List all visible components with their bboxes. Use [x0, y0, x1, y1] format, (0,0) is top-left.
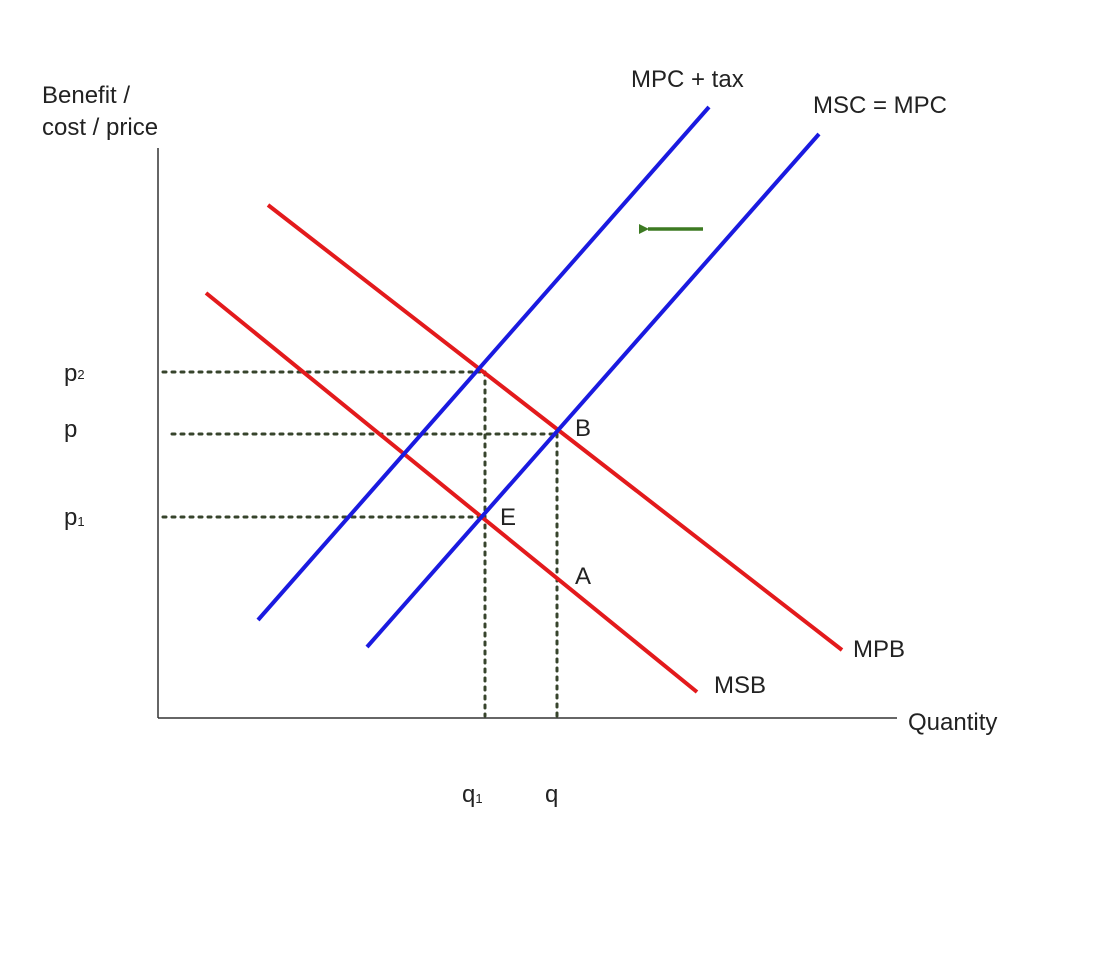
- msc-mpc-label: MSC = MPC: [813, 92, 947, 119]
- price-label-p2: p2: [64, 360, 85, 387]
- price-label-p: p: [64, 416, 77, 443]
- mpc-tax-label: MPC + tax: [631, 66, 744, 93]
- point-label-a: A: [575, 563, 591, 590]
- quantity-label-q1: q1: [462, 781, 483, 808]
- point-label-b: B: [575, 415, 591, 442]
- y-axis-label-line1: Benefit /: [42, 82, 130, 109]
- mpc-tax-curve: [256, 105, 711, 622]
- price-label-p1: p1: [64, 504, 85, 531]
- msb-label: MSB: [714, 672, 766, 699]
- x-axis-label: Quantity: [908, 709, 997, 736]
- y-axis-label-line2: cost / price: [42, 114, 158, 141]
- msc-mpc-curve: [365, 132, 821, 649]
- quantity-label-q: q: [545, 781, 558, 808]
- point-label-e: E: [500, 504, 516, 531]
- mpb-curve: [266, 203, 844, 652]
- mpb-label: MPB: [853, 636, 905, 663]
- msb-curve: [204, 291, 699, 694]
